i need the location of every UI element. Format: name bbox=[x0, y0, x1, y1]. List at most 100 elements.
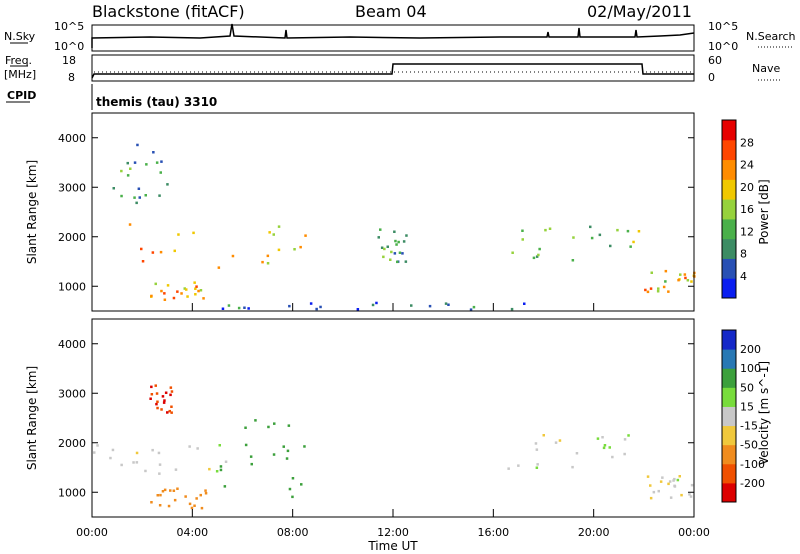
heatmap-cell bbox=[304, 234, 307, 237]
heatmap-cell bbox=[185, 288, 188, 291]
colorbar-tick-label: 24 bbox=[740, 159, 754, 172]
heatmap-cell bbox=[266, 262, 270, 265]
heatmap-cell bbox=[662, 285, 666, 289]
heatmap-cell bbox=[394, 239, 397, 243]
velocity-x-ticks: 00:00 04:00 08:00 12:00 16:00 20:00 00:00 bbox=[76, 509, 710, 539]
heatmap-cell bbox=[164, 391, 168, 394]
colorbar-tick-label: 4 bbox=[740, 270, 747, 283]
heatmap-cell bbox=[160, 160, 163, 163]
heatmap-cell bbox=[286, 449, 290, 453]
heatmap-cell bbox=[299, 245, 302, 249]
heatmap-cell bbox=[469, 308, 473, 311]
heatmap-cell bbox=[202, 297, 205, 300]
heatmap-cell bbox=[219, 468, 223, 472]
heatmap-cell bbox=[136, 143, 139, 147]
heatmap-cell bbox=[93, 451, 96, 454]
heatmap-cell bbox=[390, 250, 393, 254]
heatmap-cell bbox=[156, 406, 159, 410]
heatmap-cell bbox=[535, 448, 539, 451]
heatmap-cell bbox=[120, 463, 123, 467]
heatmap-cell bbox=[554, 441, 558, 444]
cpid-label: CPID bbox=[7, 89, 36, 102]
heatmap-cell bbox=[250, 462, 253, 466]
heatmap-cell bbox=[558, 439, 562, 442]
heatmap-cell bbox=[183, 287, 186, 290]
heatmap-cell bbox=[227, 304, 231, 307]
heatmap-cell bbox=[204, 492, 208, 495]
heatmap-cell bbox=[507, 467, 510, 470]
heatmap-cell bbox=[511, 251, 514, 254]
heatmap-cell bbox=[177, 233, 180, 236]
heatmap-cell bbox=[149, 397, 152, 400]
heatmap-cell bbox=[204, 489, 207, 492]
colorbar-tick-label: 15 bbox=[740, 400, 754, 413]
x-tick-label: 08:00 bbox=[277, 526, 309, 539]
heatmap-cell bbox=[657, 287, 660, 290]
heatmap-cell bbox=[309, 302, 313, 305]
heatmap-cell bbox=[184, 495, 187, 498]
heatmap-cell bbox=[375, 301, 378, 305]
date-title: 02/May/2011 bbox=[587, 2, 692, 21]
y-tick-label: 1000 bbox=[58, 280, 86, 293]
nsky-panel: N.Sky 10^5 10^0 10^5 10^0 N.Search bbox=[4, 20, 796, 53]
heatmap-cell bbox=[282, 445, 285, 448]
heatmap-cell bbox=[532, 256, 536, 260]
heatmap-cell bbox=[133, 196, 136, 199]
heatmap-cell bbox=[266, 254, 270, 258]
y-tick-label: 3000 bbox=[58, 387, 86, 400]
heatmap-cell bbox=[676, 478, 680, 482]
heatmap-cell bbox=[173, 498, 177, 502]
heatmap-cell bbox=[626, 229, 630, 233]
heatmap-cell bbox=[176, 290, 179, 293]
heatmap-cell bbox=[195, 497, 198, 500]
heatmap-cell bbox=[219, 465, 223, 468]
heatmap-cell bbox=[244, 443, 248, 447]
heatmap-cell bbox=[188, 502, 192, 506]
heatmap-cell bbox=[521, 229, 524, 232]
heatmap-cell bbox=[379, 228, 382, 231]
heatmap-cell bbox=[397, 240, 400, 244]
heatmap-cell bbox=[410, 304, 413, 307]
heatmap-cell bbox=[244, 426, 247, 429]
nsky-label: N.Sky bbox=[4, 30, 36, 43]
y-tick-label: 2000 bbox=[58, 437, 86, 450]
heatmap-cell bbox=[173, 249, 176, 253]
colorbar-tick-label: -200 bbox=[740, 477, 765, 490]
heatmap-cell bbox=[158, 504, 162, 507]
heatmap-cell bbox=[166, 284, 170, 287]
heatmap-cell bbox=[608, 446, 611, 449]
heatmap-cell bbox=[169, 393, 172, 397]
heatmap-cell bbox=[237, 306, 241, 310]
heatmap-cell bbox=[544, 228, 547, 232]
nsky-tick-bottom: 10^0 bbox=[54, 40, 84, 53]
heatmap-cell bbox=[133, 161, 137, 164]
heatmap-cell bbox=[215, 470, 219, 473]
heatmap-cell bbox=[603, 444, 607, 447]
colorbar-tick-label: 20 bbox=[740, 181, 754, 194]
heatmap-cell bbox=[534, 442, 538, 445]
heatmap-cell bbox=[688, 493, 691, 496]
heatmap-cell bbox=[673, 484, 676, 488]
heatmap-cell bbox=[447, 303, 450, 306]
velocity-colorbar: 200 100 50 15 -15 -50 -100 -200 bbox=[721, 329, 765, 503]
heatmap-cell bbox=[683, 273, 687, 276]
heatmap-cell bbox=[667, 290, 670, 293]
heatmap-cell bbox=[197, 289, 200, 293]
heatmap-cell bbox=[126, 174, 130, 177]
x-tick-label: 00:00 bbox=[678, 526, 710, 539]
heatmap-cell bbox=[150, 393, 154, 396]
heatmap-cell bbox=[386, 245, 389, 248]
heatmap-cell bbox=[268, 231, 271, 234]
colorbar-tick-label: -100 bbox=[740, 458, 765, 471]
colorbar-segment bbox=[722, 425, 736, 446]
heatmap-cell bbox=[652, 490, 656, 494]
heatmap-cell bbox=[673, 477, 676, 481]
power-colorbar-label: Power [dB] bbox=[757, 179, 771, 244]
colorbar-segment bbox=[722, 406, 736, 427]
heatmap-cell bbox=[170, 405, 173, 408]
heatmap-cell bbox=[356, 308, 360, 311]
heatmap-cell bbox=[152, 151, 155, 154]
heatmap-cell bbox=[535, 466, 539, 469]
nave-tick-top: 60 bbox=[708, 54, 722, 67]
heatmap-cell bbox=[170, 411, 173, 414]
